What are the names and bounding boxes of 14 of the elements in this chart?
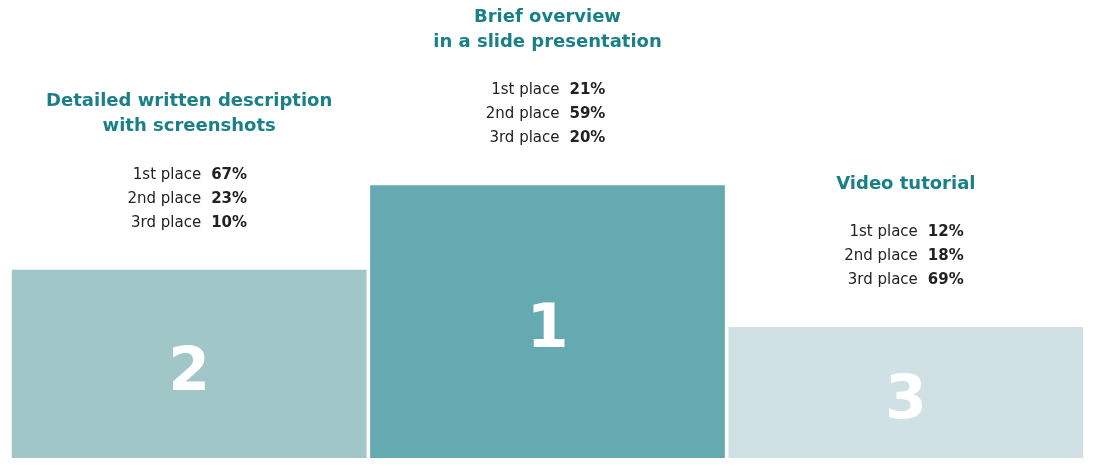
text: 1st place 67% [132,164,248,183]
annotation: 3rd place 69% [847,269,964,288]
annotation: 1st place 12% [849,221,964,240]
annotation: Video tutorial [836,171,976,193]
text: Brief overview in a slide presentation [433,4,662,51]
text: 1st place 21% [491,80,606,99]
annotation: 2nd place 18% [844,245,964,264]
text: 2nd place 59% [485,104,606,123]
annotation: 2 [168,333,211,404]
text: Detailed written description with screenshots [46,89,333,136]
annotation: 3rd place 10% [131,212,248,231]
annotation: 2nd place 23% [127,188,248,207]
text: 3rd place 20% [489,128,606,147]
annotation: 1 [526,291,569,362]
